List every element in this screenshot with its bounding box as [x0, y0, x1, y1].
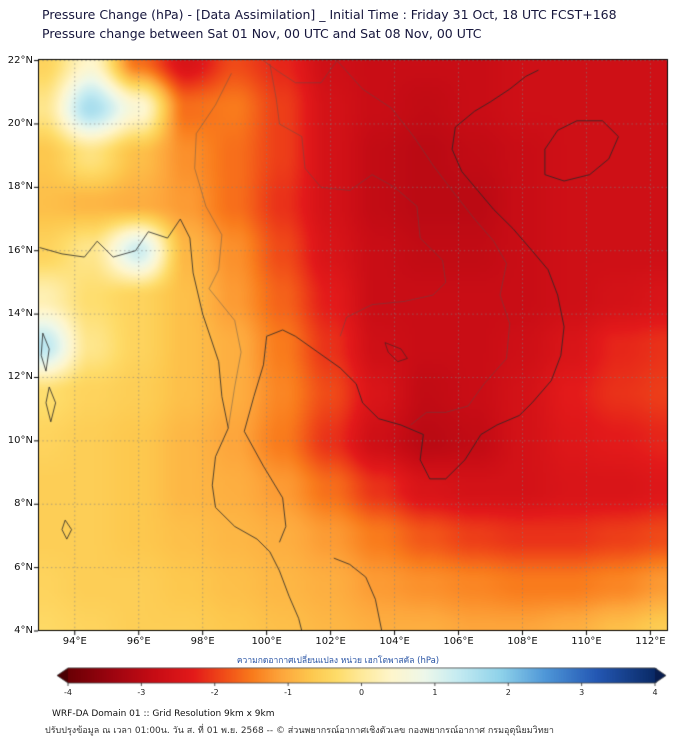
longitude-tick-label: 100°E: [251, 636, 282, 647]
colorbar-tick-label: -2: [210, 688, 219, 697]
latitude-tick-label: 4°N: [14, 625, 33, 636]
colorbar-tick-label: -3: [137, 688, 146, 697]
colorbar-tick-label: -1: [284, 688, 293, 697]
longitude-tick-label: 104°E: [379, 636, 410, 647]
footer-domain-info: WRF-DA Domain 01 :: Grid Resolution 9km …: [52, 709, 275, 719]
colorbar: [0, 667, 676, 689]
footer-update-info: ปรับปรุงข้อมูล ณ เวลา 01:00น. วัน ส. ที่…: [45, 726, 554, 736]
colorbar-tick-label: 2: [505, 688, 511, 697]
colorbar-tick-label: 4: [652, 688, 658, 697]
longitude-tick-label: 94°E: [62, 636, 87, 647]
latitude-tick-label: 10°N: [7, 434, 33, 446]
latitude-tick-label: 20°N: [7, 117, 33, 129]
colorbar-tick-label: 3: [579, 688, 585, 697]
colorbar-tick-label: 1: [432, 688, 438, 697]
latitude-tick-label: 8°N: [14, 498, 33, 510]
longitude-tick-label: 106°E: [443, 636, 474, 647]
longitude-tick-label: 102°E: [315, 636, 346, 647]
longitude-tick-label: 110°E: [571, 636, 602, 647]
longitude-tick-label: 98°E: [190, 636, 215, 647]
longitude-tick-label: 108°E: [507, 636, 538, 647]
latitude-tick-label: 16°N: [7, 244, 33, 256]
latitude-tick-label: 14°N: [7, 308, 33, 320]
colorbar-tick-label: 0: [358, 688, 365, 697]
latitude-tick-label: 12°N: [7, 371, 33, 383]
colorbar-tick-label: -4: [64, 688, 72, 697]
latitude-tick-label: 6°N: [14, 561, 33, 573]
pressure-change-heatmap: [0, 0, 676, 650]
latitude-tick-label: 22°N: [7, 54, 33, 66]
longitude-tick-label: 96°E: [126, 636, 151, 647]
colorbar-label: ความกดอากาศเปลี่ยนแปลง หน่วย เฮกโตพาสคัล…: [236, 656, 440, 666]
longitude-tick-label: 112°E: [635, 636, 666, 647]
latitude-tick-label: 18°N: [7, 181, 33, 193]
